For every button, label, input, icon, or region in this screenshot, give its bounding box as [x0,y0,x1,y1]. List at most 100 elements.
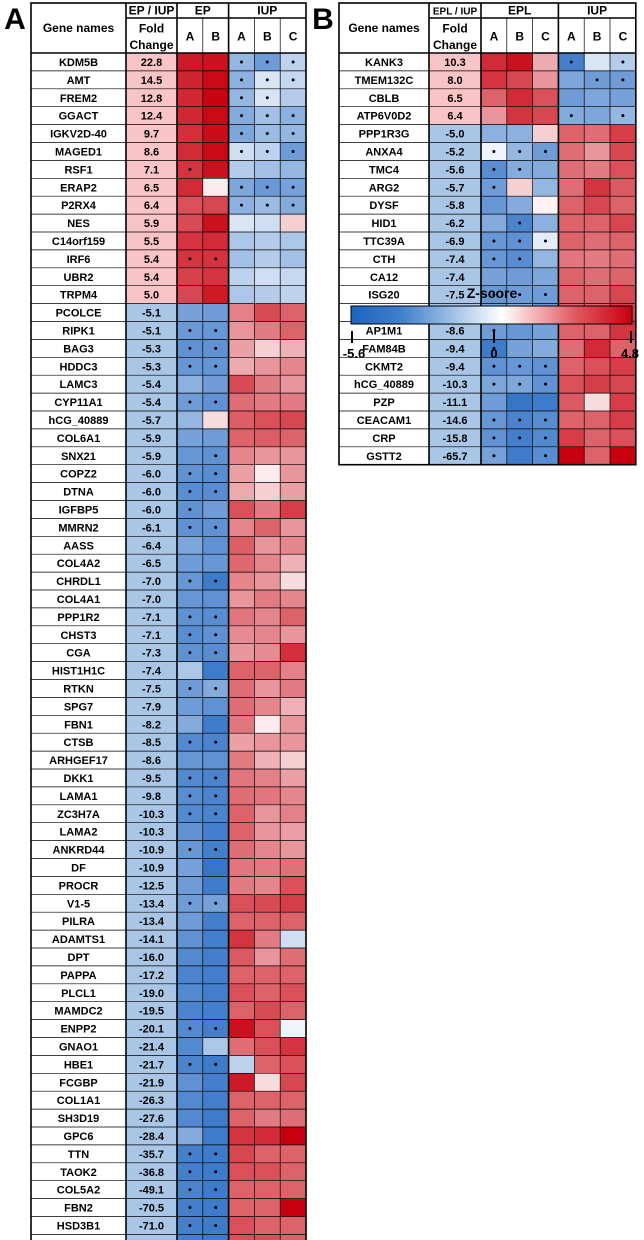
significance-dot [188,651,192,655]
heatmap-cell [254,697,281,716]
heatmap-cell [228,393,255,411]
fold-change-value: 9.7 [144,129,159,141]
significance-dot [188,472,192,476]
sample-column-header: B [593,30,602,44]
fold-change-value: 5.9 [144,218,159,230]
heatmap-cell [481,70,507,89]
heatmap-cell [280,232,306,250]
heatmap-cell [280,1091,306,1110]
fold-change-cell [126,948,177,966]
heatmap-cell [254,590,281,608]
fold-change-value: -13.4 [139,916,165,928]
heatmap-cell [202,88,229,107]
heatmap-cell [228,948,255,966]
gene-name: CEACAM1 [357,415,411,427]
heatmap-cell [202,53,229,71]
gene-name: hCG_40889 [354,379,414,391]
sample-column-header: C [619,30,628,44]
heatmap-cell [254,554,281,573]
heatmap-cell [481,106,507,125]
heatmap-cell [584,142,610,161]
heatmap-cell [254,1144,281,1163]
gene-name: GGACT [59,111,99,123]
significance-dot [621,78,625,82]
heatmap-cell [280,858,306,877]
heatmap-cell [254,339,281,358]
heatmap-cell [532,249,559,268]
heatmap-cell [610,267,636,286]
significance-dot [188,1062,192,1066]
fold-change-cell [126,142,177,161]
fold-change-cell [429,411,481,429]
heatmap-cell [228,1198,255,1217]
heatmap-cell [280,357,306,376]
significance-dot [214,740,218,744]
heatmap-cell [610,446,636,465]
significance-dot [188,686,192,690]
heatmap-cell [280,1073,306,1092]
heatmap-cell [280,840,306,859]
zscore-legend: Z-score -5.6 0 4.8 [343,285,639,361]
heatmap-cell [177,858,203,877]
significance-dot [188,776,192,780]
fold-change-cell [429,249,481,268]
fold-change-value: -10.3 [442,379,467,391]
fold-change-value: -7.4 [142,666,162,678]
heatmap-cell [202,983,229,1002]
heatmap-cell [506,196,533,215]
significance-dot [188,848,192,852]
heatmap-cell [558,285,585,304]
heatmap-cell [202,822,229,841]
heatmap-cell [202,1037,229,1056]
heatmap-cell [228,428,255,447]
heatmap-cell [254,661,281,680]
heatmap-cell [202,590,229,608]
significance-dot [188,490,192,494]
heatmap-cell [254,393,281,411]
gene-name: ATP6V0D2 [357,111,412,123]
significance-dot [265,96,269,100]
fold-change-value: -10.3 [139,827,164,839]
fold-change-cell [126,876,177,895]
heatmap-cell [558,267,585,286]
fold-change-cell [126,411,177,429]
heatmap-cell [610,142,636,161]
heatmap-cell [532,214,559,232]
heatmap-cell [584,178,610,197]
fold-change-cell [126,983,177,1002]
fold-change-cell [126,232,177,250]
heatmap-cell [202,70,229,89]
fold-change-cell [429,196,481,215]
fold-change-cell [126,428,177,447]
heatmap-cell [228,1019,255,1038]
gene-name: CBLB [369,93,400,105]
heatmap-cell [202,428,229,447]
significance-dot [214,794,218,798]
fold-change-value: -5.1 [142,325,161,337]
heatmap-cell [280,482,306,501]
fold-change-value: -17.2 [139,970,164,982]
heatmap-cell [280,607,306,626]
significance-dot [188,1027,192,1031]
legend-min-label: -5.6 [343,346,365,361]
significance-dot [621,114,625,118]
heatmap-cell [177,88,203,107]
gene-name: TTN [68,1149,89,1161]
fold-change-value: -7.4 [446,254,466,266]
legend-colorbar [350,305,633,325]
heatmap-cell [228,375,255,394]
significance-dot [291,132,295,136]
heatmap-cell [202,1127,229,1145]
heatmap-cell [228,930,255,948]
heatmap-cell [584,411,610,429]
heatmap-cell [202,267,229,286]
fold-change-value: -5.7 [446,182,465,194]
gene-name: TMC4 [369,164,400,176]
heatmap-cell [280,536,306,555]
gene-name: NES [67,218,90,230]
fold-change-cell [126,375,177,394]
heatmap-cell [280,876,306,895]
gene-name: CHRDL1 [56,576,101,588]
heatmap-cell [228,661,255,680]
heatmap-cell [254,572,281,590]
